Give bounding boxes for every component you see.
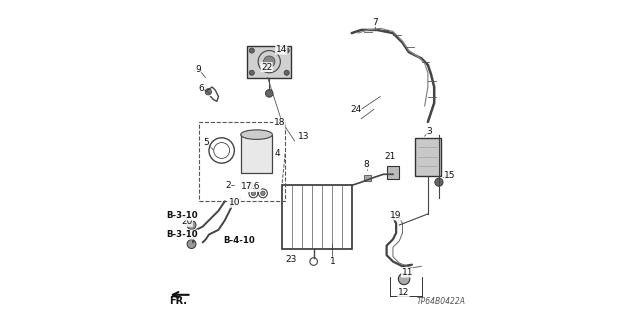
Circle shape (264, 56, 275, 68)
Circle shape (187, 240, 196, 249)
Text: 17: 17 (241, 182, 253, 191)
Circle shape (266, 90, 273, 97)
Text: 12: 12 (397, 288, 409, 297)
Bar (200, 122, 285, 201)
Circle shape (187, 220, 196, 229)
Text: 1: 1 (330, 257, 335, 266)
Text: 6: 6 (198, 84, 204, 93)
Text: FR.: FR. (169, 296, 187, 307)
Text: B-3-10: B-3-10 (166, 230, 198, 239)
Circle shape (249, 70, 254, 75)
Circle shape (205, 89, 211, 95)
Bar (415, 138, 440, 176)
Bar (247, 46, 291, 77)
Text: 11: 11 (401, 268, 413, 277)
Circle shape (187, 230, 196, 239)
Text: 5: 5 (203, 138, 209, 147)
Bar (241, 135, 273, 173)
Text: 24: 24 (350, 105, 361, 114)
Bar (282, 185, 352, 249)
Text: 3: 3 (427, 127, 432, 136)
Circle shape (398, 273, 410, 285)
Text: B-3-10: B-3-10 (166, 211, 198, 220)
Text: 15: 15 (444, 171, 456, 180)
Text: 13: 13 (298, 132, 309, 141)
Circle shape (284, 70, 289, 75)
Text: 22: 22 (261, 62, 273, 72)
Text: 19: 19 (390, 211, 402, 220)
Text: 18: 18 (274, 118, 285, 127)
Text: 21: 21 (384, 152, 396, 161)
Text: 8: 8 (363, 160, 369, 169)
Text: B-4-10: B-4-10 (223, 236, 255, 245)
Circle shape (260, 191, 265, 196)
Circle shape (435, 178, 443, 186)
Text: 23: 23 (285, 255, 296, 264)
Text: 16: 16 (249, 182, 260, 191)
Circle shape (249, 48, 254, 53)
Circle shape (251, 191, 255, 196)
Text: 2: 2 (225, 181, 231, 190)
Text: 10: 10 (228, 198, 240, 207)
Text: 7: 7 (372, 18, 378, 27)
Ellipse shape (241, 130, 273, 140)
Bar (387, 166, 399, 179)
Text: TP64B0422A: TP64B0422A (417, 297, 466, 306)
Text: 14: 14 (276, 45, 287, 54)
Bar (364, 175, 371, 180)
Circle shape (284, 48, 289, 53)
Text: 9: 9 (195, 65, 201, 74)
Text: 4: 4 (275, 149, 280, 158)
Text: 20: 20 (181, 217, 193, 226)
